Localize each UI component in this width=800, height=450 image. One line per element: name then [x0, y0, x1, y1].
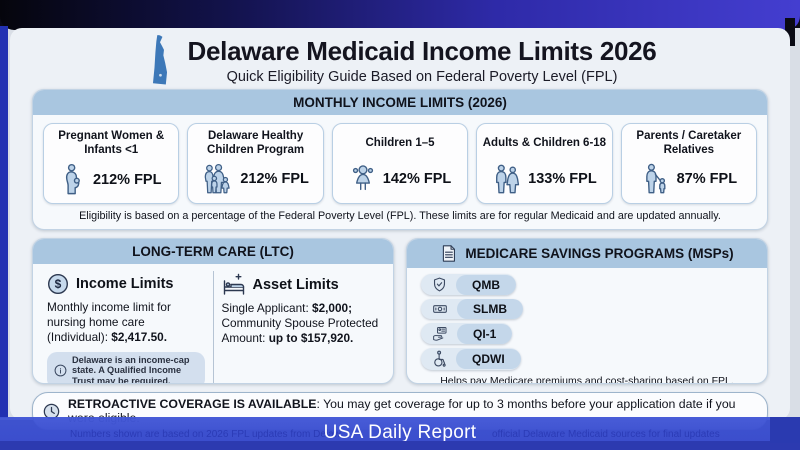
asset-limits-text: Single Applicant: $2,000; Community Spou… [222, 301, 380, 346]
income-text-prefix: Monthly income limit for nursing home ca… [47, 300, 171, 344]
delaware-state-icon [144, 34, 176, 86]
card-parents-caretakers: Parents / Caretaker Relatives 87% FP [620, 123, 758, 204]
card-label: Parents / Caretaker Relatives [636, 130, 742, 156]
card-adults-children: Adults & Children 6-18 133% FPL [476, 123, 613, 204]
svg-text:$: $ [55, 277, 62, 291]
msp-header-row: MEDICARE SAVINGS PROGRAMS (MSPs) [407, 239, 767, 268]
msp-pill-slmb: SLMB [421, 299, 523, 319]
msp-pill-qi1: QI-1 [421, 323, 513, 344]
income-cap-note-text: Delaware is an income-cap state. A Quali… [72, 354, 190, 384]
dollar-circle-icon: $ [47, 273, 69, 295]
hand-card-icon [421, 323, 457, 344]
monthly-limits-note: Eligibility is based on a percentage of … [79, 210, 721, 222]
middle-row: LONG-TERM CARE (LTC) $ Income Limits [32, 238, 768, 384]
card-healthy-children: Delaware Healthy Children Program [187, 123, 324, 204]
parent-child-icon [641, 163, 671, 195]
msp-pill-label: QDWI [456, 349, 521, 369]
asset-part2-value: up to $157,920. [268, 330, 354, 345]
card-label: Delaware Healthy Children Program [207, 130, 305, 156]
income-limits-heading-row: $ Income Limits [47, 273, 205, 295]
card-value: 212% FPL [92, 171, 162, 188]
page-title: Delaware Medicaid Income Limits 2026 [187, 35, 657, 66]
retro-label: RETROACTIVE COVERAGE IS AVAILABLE [68, 397, 317, 411]
info-icon: i [54, 364, 67, 377]
clock-icon [43, 403, 60, 420]
card-value: 212% FPL [240, 171, 309, 187]
card-value: 133% FPL [528, 171, 597, 187]
income-limits-text: Monthly income limit for nursing home ca… [47, 300, 205, 345]
ltc-header: LONG-TERM CARE (LTC) [33, 239, 393, 264]
msp-header: MEDICARE SAVINGS PROGRAMS (MSPs) [465, 246, 734, 261]
header-text: Delaware Medicaid Income Limits 2026 Qui… [188, 36, 657, 85]
pregnant-woman-icon [61, 163, 87, 196]
banknote-icon [421, 299, 457, 319]
hospital-bed-icon [222, 273, 246, 296]
card-children-1-5: Children 1–5 142% FPL [331, 123, 469, 204]
infographic-card: Delaware Medicaid Income Limits 2026 Qui… [10, 28, 790, 430]
family-icon [202, 163, 234, 195]
shield-check-icon [421, 274, 456, 295]
msp-list: QMB SLMB [407, 268, 767, 370]
top-right-notch [785, 18, 795, 46]
msp-note: Helps pay Medicare premiums and cost-sha… [440, 375, 734, 384]
card-value-row: 87% FPL [641, 163, 737, 195]
footer-right-block [770, 417, 800, 443]
two-adults-icon [492, 163, 522, 195]
ltc-income-column: $ Income Limits Monthly income limit for… [39, 271, 213, 384]
card-value: 87% FPL [676, 171, 738, 187]
income-cap-note: i Delaware is an income-cap state. A Qua… [47, 351, 205, 384]
msp-pill-label: SLMB [457, 299, 523, 319]
msp-pill-label: QMB [456, 274, 516, 295]
card-value-row: 133% FPL [492, 163, 597, 195]
asset-part2-label: Community Spouse Protected Amount: [221, 315, 379, 345]
card-value: 142% FPL [382, 170, 452, 187]
page-subtitle: Quick Eligibility Guide Based on Federal… [226, 68, 618, 85]
footer-bar: Numbers shown are based on 2026 FPL upda… [0, 417, 800, 450]
footer-disclaimer-left: Numbers shown are based on 2026 FPL upda… [70, 429, 341, 440]
top-gradient-bar [0, 0, 800, 30]
card-pregnant-women: Pregnant Women & Infants <1 212% FPL [43, 123, 180, 204]
brand-name: USA Daily Report [323, 422, 477, 443]
monthly-limits-cards: Pregnant Women & Infants <1 212% FPL [33, 115, 767, 207]
wheelchair-icon [421, 348, 456, 370]
asset-part1-label: Single Applicant: [221, 301, 313, 315]
asset-part1-value: $2,000; [312, 301, 353, 315]
monthly-limits-header: MONTHLY INCOME LIMITS (2026) [33, 90, 767, 115]
msp-pill-label: QI-1 [457, 323, 513, 344]
card-value-row: 142% FPL [349, 163, 452, 194]
footer-bottom-strip [0, 441, 800, 450]
msp-panel: MEDICARE SAVINGS PROGRAMS (MSPs) QMB [406, 238, 768, 384]
monthly-limits-panel: MONTHLY INCOME LIMITS (2026) Pregnant Wo… [32, 89, 768, 230]
card-value-row: 212% FPL [202, 163, 309, 195]
svg-text:i: i [59, 366, 61, 375]
card-label: Adults & Children 6-18 [482, 137, 607, 150]
footer-disclaimer-right: official Delaware Medicaid sources for f… [492, 429, 720, 440]
msp-pill-qmb: QMB [421, 274, 516, 295]
ltc-panel: LONG-TERM CARE (LTC) $ Income Limits [32, 238, 394, 384]
header: Delaware Medicaid Income Limits 2026 Qui… [10, 28, 790, 86]
ltc-asset-column: Asset Limits Single Applicant: $2,000; C… [212, 271, 388, 383]
asset-limits-heading: Asset Limits [252, 276, 339, 293]
document-icon [440, 244, 457, 263]
income-amount: $2,417.50. [111, 329, 168, 344]
ltc-body: $ Income Limits Monthly income limit for… [33, 264, 393, 384]
card-label: Children 1–5 [365, 137, 435, 150]
card-label: Pregnant Women & Infants <1 [58, 130, 165, 156]
child-girl-icon [349, 163, 377, 194]
card-value-row: 212% FPL [61, 163, 162, 196]
income-limits-heading: Income Limits [76, 276, 174, 292]
msp-pill-qdwi: QDWI [421, 348, 521, 370]
left-edge-strip [0, 26, 8, 418]
asset-limits-heading-row: Asset Limits [222, 273, 380, 296]
